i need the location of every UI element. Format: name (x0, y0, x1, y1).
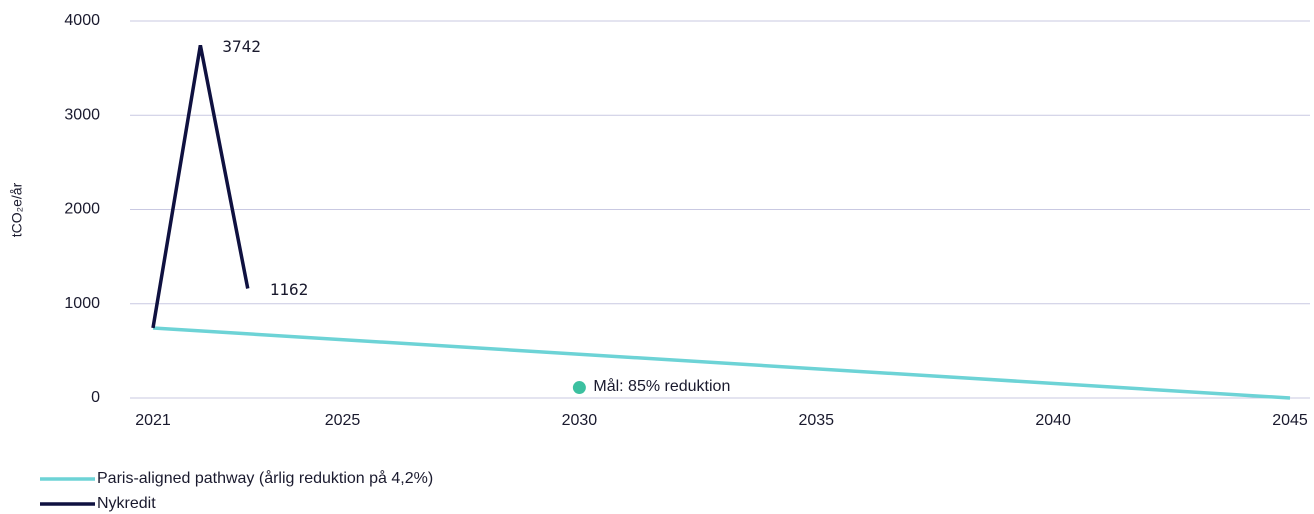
x-tick-label: 2030 (562, 412, 598, 429)
x-tick-label: 2040 (1035, 412, 1071, 429)
y-tick-label: 2000 (64, 201, 100, 218)
legend-label: Nykredit (97, 495, 156, 512)
line (151, 44, 250, 329)
y-tick-label: 3000 (64, 106, 100, 123)
annotation-label: Mål: 85% reduktion (593, 377, 730, 395)
y-axis-label: tCO₂e/år (9, 182, 25, 237)
data-label: 3742 (222, 37, 261, 56)
x-tick-label: 2035 (798, 412, 834, 429)
y-tick-label: 0 (91, 389, 100, 406)
x-tick-label: 2025 (325, 412, 361, 429)
x-tick-label: 2021 (135, 412, 171, 429)
annotation-dot (572, 381, 586, 395)
data-label: 1162 (270, 280, 309, 299)
legend-label: Paris-aligned pathway (årlig reduktion p… (97, 469, 433, 487)
x-tick-label: 2045 (1272, 412, 1308, 429)
line (152, 326, 1291, 400)
y-tick-label: 4000 (64, 12, 100, 29)
y-tick-label: 1000 (64, 295, 100, 312)
